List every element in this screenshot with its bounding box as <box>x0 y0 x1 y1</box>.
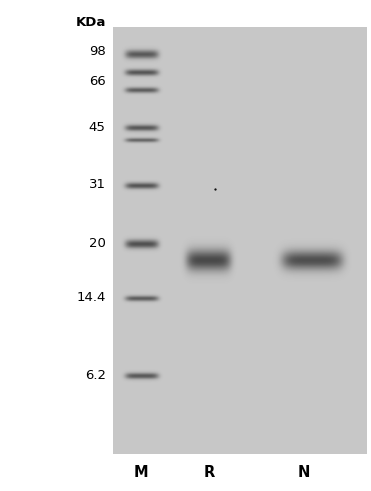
Text: 20: 20 <box>89 237 106 249</box>
Bar <box>113 27 367 454</box>
Text: 66: 66 <box>89 75 106 87</box>
Text: 6.2: 6.2 <box>85 369 106 382</box>
Text: 31: 31 <box>89 178 106 191</box>
Text: 14.4: 14.4 <box>76 291 106 303</box>
Text: M: M <box>134 465 148 480</box>
Text: R: R <box>204 465 215 480</box>
Text: KDa: KDa <box>75 16 106 28</box>
Text: 45: 45 <box>89 121 106 134</box>
Text: 98: 98 <box>89 45 106 58</box>
Text: N: N <box>298 465 311 480</box>
